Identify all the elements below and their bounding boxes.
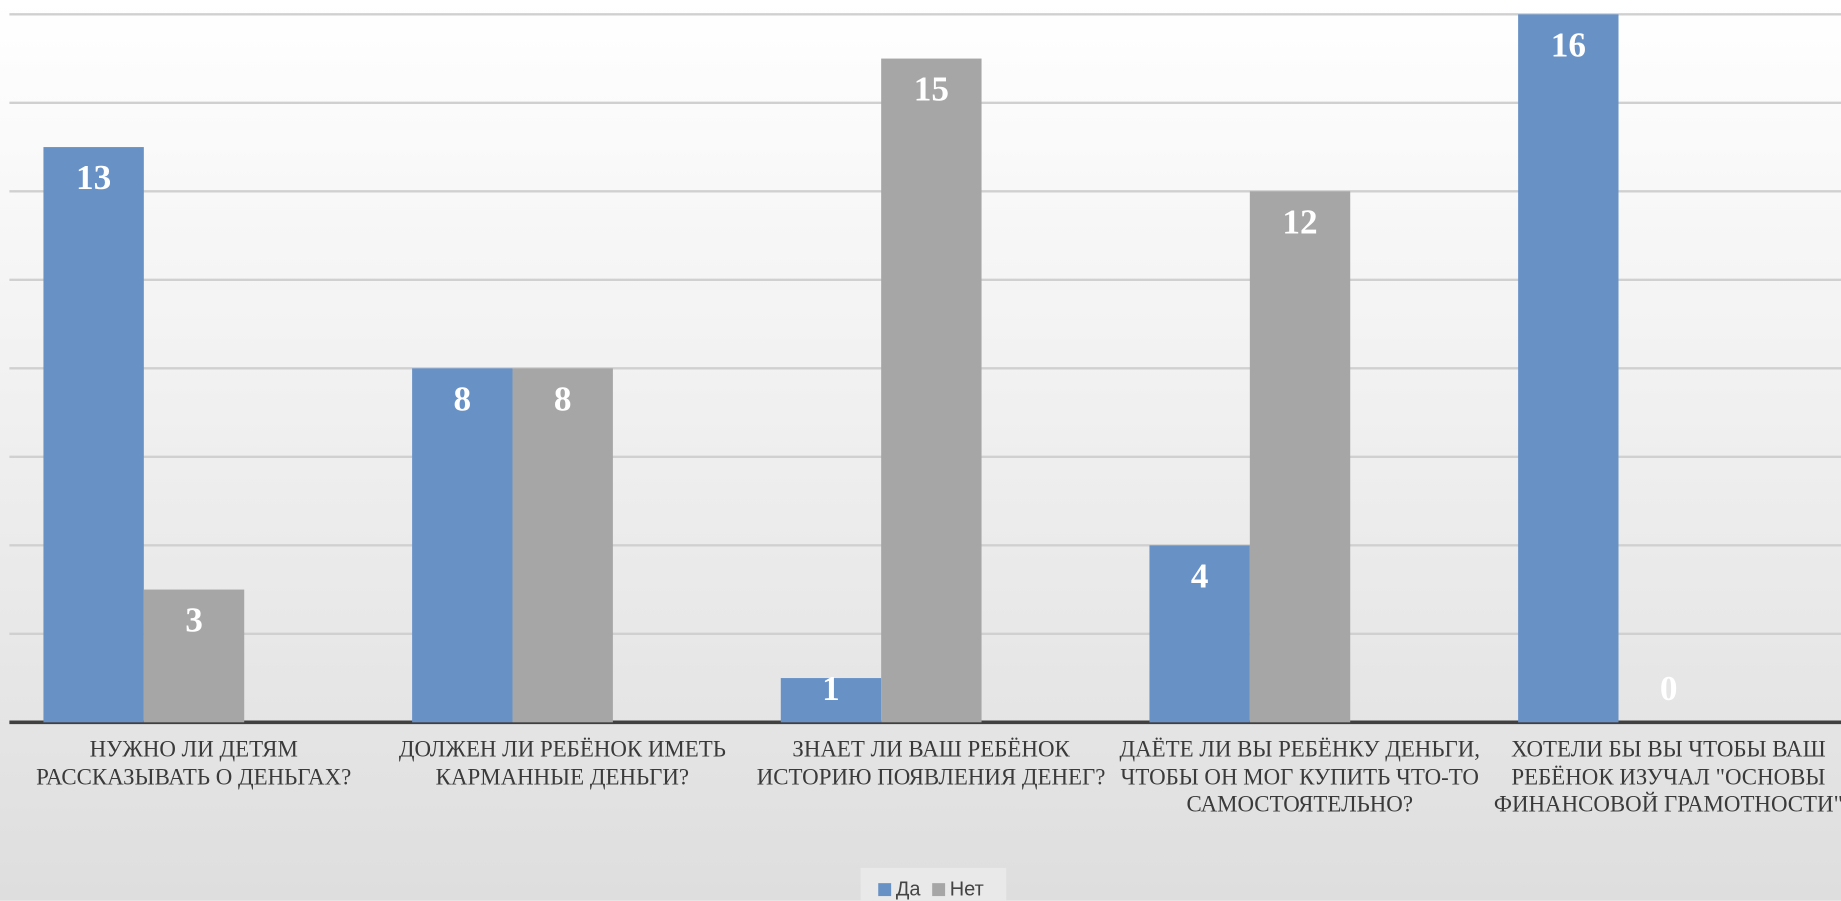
x-tick-label-box: НУЖНО ЛИ ДЕТЯМ РАССКАЗЫВАТЬ О ДЕНЬГАХ? [36, 737, 352, 790]
legend-swatch [932, 883, 946, 897]
data-label: 1 [822, 669, 840, 708]
data-label: 3 [185, 601, 203, 640]
legend-label: Нет [950, 878, 984, 900]
x-tick-label: НУЖНО ЛИ ДЕТЯМ РАССКАЗЫВАТЬ О ДЕНЬГАХ? [36, 737, 352, 790]
bar [1249, 191, 1351, 723]
data-label: 13 [76, 158, 111, 197]
bar [1149, 545, 1250, 723]
data-label: 0 [1660, 669, 1678, 708]
x-tick-label-box: ДОЛЖЕН ЛИ РЕБЁНОК ИМЕТЬ КАРМАННЫЕ ДЕНЬГИ… [398, 737, 726, 790]
bar [412, 368, 513, 723]
legend-label: Да [896, 878, 922, 900]
data-label: 12 [1282, 202, 1317, 241]
bar [1518, 14, 1619, 723]
x-tick-label-box: ЗНАЕТ ЛИ ВАШ РЕБЁНОК ИСТОРИЮ ПОЯВЛЕНИЯ Д… [756, 737, 1106, 790]
x-tick-label: ДАЁТЕ ЛИ ВЫ РЕБЁНКУ ДЕНЬГИ, ЧТОБЫ ОН МОГ… [1119, 737, 1480, 818]
data-label: 8 [454, 379, 472, 418]
data-label: 16 [1551, 25, 1586, 64]
bar [881, 58, 982, 723]
x-tick-label-box: ХОТЕЛИ БЫ ВЫ ЧТОБЫ ВАШ РЕБЁНОК ИЗУЧАЛ "О… [1493, 737, 1841, 818]
bar [780, 678, 882, 723]
x-tick-label: ДОЛЖЕН ЛИ РЕБЁНОК ИМЕТЬ КАРМАННЫЕ ДЕНЬГИ… [398, 737, 726, 790]
data-label: 15 [914, 70, 949, 109]
x-tick-label-box: ДАЁТЕ ЛИ ВЫ РЕБЁНКУ ДЕНЬГИ, ЧТОБЫ ОН МОГ… [1119, 737, 1480, 818]
data-label: 8 [554, 379, 572, 418]
legend-swatch [878, 883, 892, 897]
data-label: 4 [1191, 556, 1209, 595]
x-tick-label: ЗНАЕТ ЛИ ВАШ РЕБЁНОК ИСТОРИЮ ПОЯВЛЕНИЯ Д… [756, 737, 1106, 790]
x-tick-label: ХОТЕЛИ БЫ ВЫ ЧТОБЫ ВАШ РЕБЁНОК ИЗУЧАЛ "О… [1493, 737, 1841, 818]
bar [43, 147, 144, 723]
bar [143, 589, 245, 723]
bar [512, 368, 613, 723]
